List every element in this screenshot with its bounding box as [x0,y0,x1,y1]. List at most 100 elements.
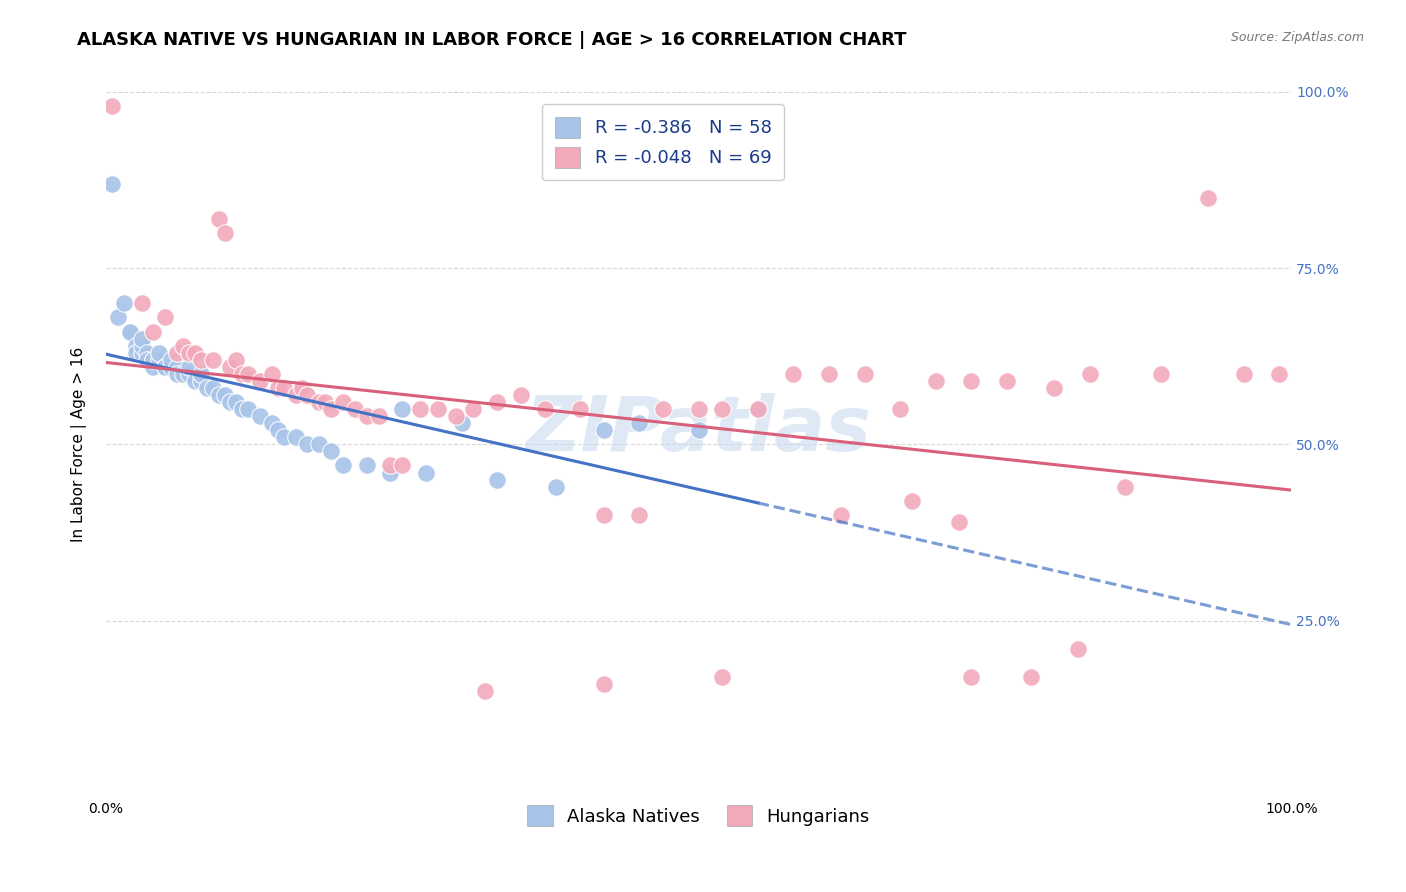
Point [1043,381,1066,395]
Point [195,381,218,395]
Point [356,458,378,473]
Point [486,473,509,487]
Point [172,338,194,352]
Point [142,352,165,367]
Point [249,374,271,388]
Point [818,367,841,381]
Point [901,493,924,508]
Point [592,508,614,522]
Point [112,296,135,310]
Point [172,367,194,381]
Point [321,444,343,458]
Point [231,402,253,417]
Text: ZIPatlas: ZIPatlas [526,393,872,467]
Point [290,381,312,395]
Point [569,402,592,417]
Point [101,177,124,191]
Point [166,345,188,359]
Point [177,345,200,359]
Point [1078,367,1101,381]
Point [131,296,153,310]
Point [747,402,769,417]
Point [486,395,509,409]
Point [367,409,389,424]
Point [219,359,242,374]
Point [925,374,948,388]
Point [155,359,177,374]
Text: ALASKA NATIVE VS HUNGARIAN IN LABOR FORCE | AGE > 16 CORRELATION CHART: ALASKA NATIVE VS HUNGARIAN IN LABOR FORC… [77,31,907,49]
Point [533,402,555,417]
Point [201,352,224,367]
Point [652,402,675,417]
Point [148,345,170,359]
Point [711,402,734,417]
Legend: Alaska Natives, Hungarians: Alaska Natives, Hungarians [520,798,877,834]
Point [747,402,769,417]
Point [260,416,283,430]
Point [391,458,413,473]
Point [1150,367,1173,381]
Point [782,367,804,381]
Point [409,402,432,417]
Point [155,359,177,374]
Point [297,388,319,402]
Point [160,352,183,367]
Point [688,423,710,437]
Point [688,402,710,417]
Point [148,352,170,367]
Point [124,345,146,359]
Point [546,480,568,494]
Point [314,395,336,409]
Point [1268,367,1291,381]
Point [214,226,236,240]
Point [1114,480,1136,494]
Point [426,402,449,417]
Point [380,458,402,473]
Point [853,367,876,381]
Point [628,416,651,430]
Point [948,515,970,529]
Point [214,388,236,402]
Point [1197,191,1219,205]
Point [136,345,159,359]
Point [267,423,290,437]
Point [118,325,141,339]
Point [415,466,437,480]
Point [142,325,165,339]
Point [131,345,153,359]
Point [284,388,307,402]
Point [238,402,260,417]
Point [889,402,911,417]
Point [260,367,283,381]
Point [207,388,229,402]
Point [124,338,146,352]
Point [160,359,183,374]
Point [225,395,247,409]
Point [166,359,188,374]
Point [273,381,295,395]
Text: Source: ZipAtlas.com: Source: ZipAtlas.com [1230,31,1364,45]
Point [184,374,207,388]
Point [960,374,983,388]
Point [131,338,153,352]
Point [356,409,378,424]
Point [297,437,319,451]
Point [1019,670,1042,684]
Point [321,402,343,417]
Point [267,381,290,395]
Point [308,437,330,451]
Y-axis label: In Labor Force | Age > 16: In Labor Force | Age > 16 [72,347,87,542]
Point [207,211,229,226]
Point [190,352,212,367]
Point [136,352,159,367]
Point [155,310,177,325]
Point [249,409,271,424]
Point [219,395,242,409]
Point [960,670,983,684]
Point [101,99,124,113]
Point [509,388,531,402]
Point [332,458,354,473]
Point [463,402,485,417]
Point [711,670,734,684]
Point [474,684,496,698]
